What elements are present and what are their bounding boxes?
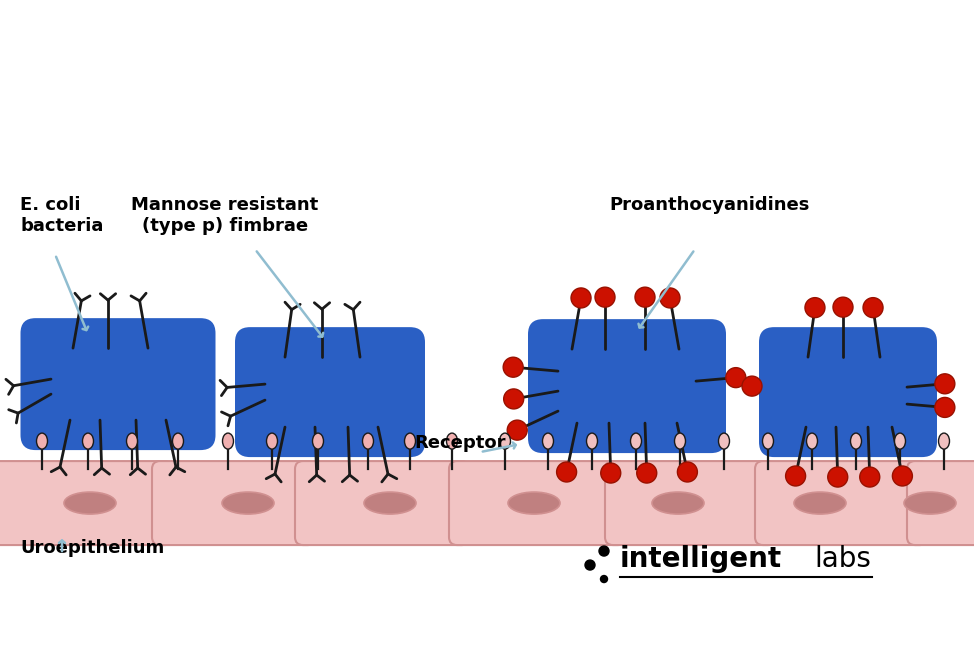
Circle shape <box>935 398 955 417</box>
Text: the: the <box>595 31 653 59</box>
Circle shape <box>860 467 880 487</box>
Circle shape <box>601 463 620 483</box>
Circle shape <box>585 560 595 570</box>
Ellipse shape <box>83 433 94 449</box>
Ellipse shape <box>675 433 686 449</box>
Text: Proanthocyanidins from cranberry inhibits: Proanthocyanidins from cranberry inhibit… <box>30 31 729 59</box>
FancyBboxPatch shape <box>235 327 425 457</box>
Circle shape <box>504 389 524 409</box>
Circle shape <box>637 463 656 483</box>
Ellipse shape <box>894 433 906 449</box>
Ellipse shape <box>763 433 773 449</box>
Ellipse shape <box>362 433 373 449</box>
Circle shape <box>635 287 655 307</box>
Text: Receptor: Receptor <box>414 434 506 452</box>
FancyBboxPatch shape <box>20 318 215 450</box>
Ellipse shape <box>652 492 704 514</box>
Circle shape <box>677 462 697 482</box>
Ellipse shape <box>794 492 846 514</box>
Circle shape <box>660 288 680 308</box>
Circle shape <box>892 466 913 486</box>
Text: E. coli
bacteria: E. coli bacteria <box>20 196 103 235</box>
Ellipse shape <box>127 433 137 449</box>
Ellipse shape <box>630 433 642 449</box>
FancyBboxPatch shape <box>759 327 937 457</box>
FancyBboxPatch shape <box>605 461 776 545</box>
Circle shape <box>935 374 955 394</box>
FancyBboxPatch shape <box>449 461 626 545</box>
Ellipse shape <box>313 433 323 449</box>
Circle shape <box>601 576 608 583</box>
Circle shape <box>571 288 591 308</box>
Text: uropathogenic E.coli bacteria.: uropathogenic E.coli bacteria. <box>30 141 524 169</box>
Ellipse shape <box>806 433 817 449</box>
Ellipse shape <box>64 492 116 514</box>
Circle shape <box>507 420 527 440</box>
Circle shape <box>833 297 853 317</box>
FancyBboxPatch shape <box>755 461 928 545</box>
FancyBboxPatch shape <box>907 461 974 545</box>
Circle shape <box>828 467 847 487</box>
FancyBboxPatch shape <box>295 461 470 545</box>
Circle shape <box>863 298 883 318</box>
FancyBboxPatch shape <box>0 461 173 545</box>
Ellipse shape <box>586 433 597 449</box>
FancyBboxPatch shape <box>528 319 726 453</box>
Circle shape <box>742 376 762 396</box>
Text: labs: labs <box>814 545 871 573</box>
Ellipse shape <box>446 433 458 449</box>
Text: mannose-resistant adhesins: mannose-resistant adhesins <box>30 86 450 114</box>
Text: Mannose resistant
(type p) fimbrae: Mannose resistant (type p) fimbrae <box>131 196 318 235</box>
Ellipse shape <box>222 492 274 514</box>
Text: Uroepithelium: Uroepithelium <box>20 539 165 557</box>
Ellipse shape <box>267 433 278 449</box>
Ellipse shape <box>222 433 234 449</box>
Ellipse shape <box>939 433 950 449</box>
Ellipse shape <box>543 433 553 449</box>
Ellipse shape <box>904 492 956 514</box>
Circle shape <box>805 298 825 318</box>
Text: intelligent: intelligent <box>620 545 782 573</box>
Ellipse shape <box>36 433 48 449</box>
Ellipse shape <box>850 433 861 449</box>
Ellipse shape <box>364 492 416 514</box>
Ellipse shape <box>508 492 560 514</box>
FancyBboxPatch shape <box>152 461 316 545</box>
Circle shape <box>786 466 805 486</box>
Circle shape <box>726 368 746 388</box>
Text: (P-fimbriiae) of: (P-fimbriiae) of <box>375 86 625 114</box>
Ellipse shape <box>404 433 416 449</box>
Circle shape <box>556 462 577 482</box>
Ellipse shape <box>172 433 183 449</box>
Text: Proanthocyanidines: Proanthocyanidines <box>610 196 810 215</box>
Ellipse shape <box>719 433 730 449</box>
Circle shape <box>504 357 523 377</box>
Circle shape <box>595 287 615 307</box>
Ellipse shape <box>500 433 510 449</box>
Circle shape <box>599 546 609 556</box>
